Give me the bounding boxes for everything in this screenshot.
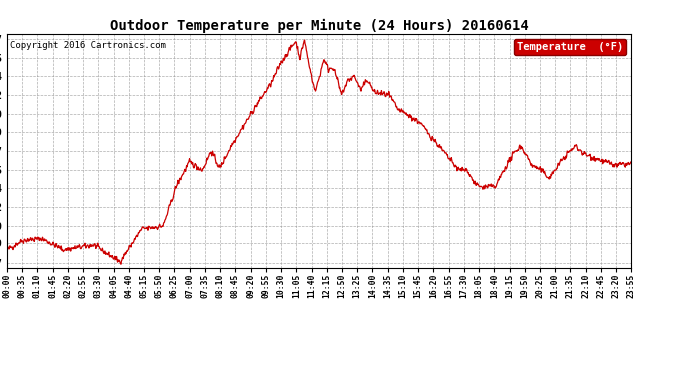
Legend: Temperature  (°F): Temperature (°F) (513, 39, 626, 55)
Title: Outdoor Temperature per Minute (24 Hours) 20160614: Outdoor Temperature per Minute (24 Hours… (110, 18, 529, 33)
Text: Copyright 2016 Cartronics.com: Copyright 2016 Cartronics.com (10, 41, 166, 50)
